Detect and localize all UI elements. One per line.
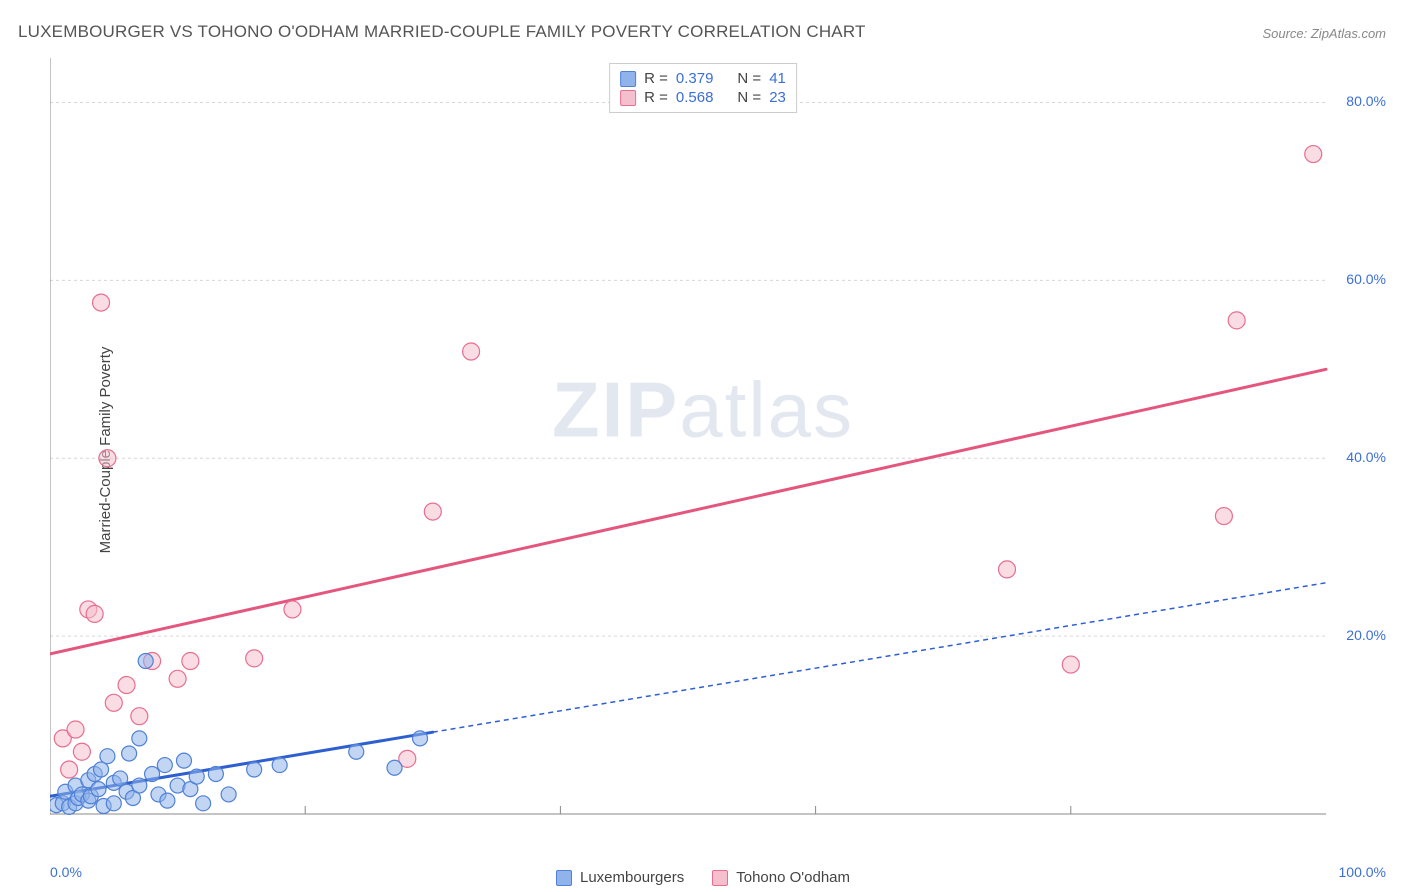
r-value: 0.568 [676, 89, 714, 106]
bottom-legend: Luxembourgers Tohono O'odham [556, 869, 850, 886]
swatch-blue [556, 870, 572, 886]
chart-title: LUXEMBOURGER VS TOHONO O'ODHAM MARRIED-C… [18, 22, 866, 42]
r-label: R = [644, 70, 668, 87]
r-label: R = [644, 89, 668, 106]
n-value: 23 [769, 89, 786, 106]
legend-label: Luxembourgers [580, 869, 684, 886]
y-tick-label: 60.0% [1346, 271, 1386, 287]
y-tick-label: 20.0% [1346, 627, 1386, 643]
legend-stats-row-pink: R = 0.568 N = 23 [620, 89, 786, 106]
legend-stats-row-blue: R = 0.379 N = 41 [620, 70, 786, 87]
legend-label: Tohono O'odham [736, 869, 850, 886]
source-label: Source: ZipAtlas.com [1262, 26, 1386, 41]
swatch-blue [620, 71, 636, 87]
x-axis-max-label: 100.0% [1339, 864, 1386, 880]
n-value: 41 [769, 70, 786, 87]
scatter-plot [50, 58, 1386, 844]
swatch-pink [712, 870, 728, 886]
y-tick-label: 40.0% [1346, 449, 1386, 465]
r-value: 0.379 [676, 70, 714, 87]
n-label: N = [737, 70, 761, 87]
legend-item-blue: Luxembourgers [556, 869, 684, 886]
swatch-pink [620, 90, 636, 106]
y-tick-label: 80.0% [1346, 93, 1386, 109]
x-axis-min-label: 0.0% [50, 864, 82, 880]
legend-item-pink: Tohono O'odham [712, 869, 850, 886]
n-label: N = [737, 89, 761, 106]
legend-stats-box: R = 0.379 N = 41 R = 0.568 N = 23 [609, 63, 797, 113]
